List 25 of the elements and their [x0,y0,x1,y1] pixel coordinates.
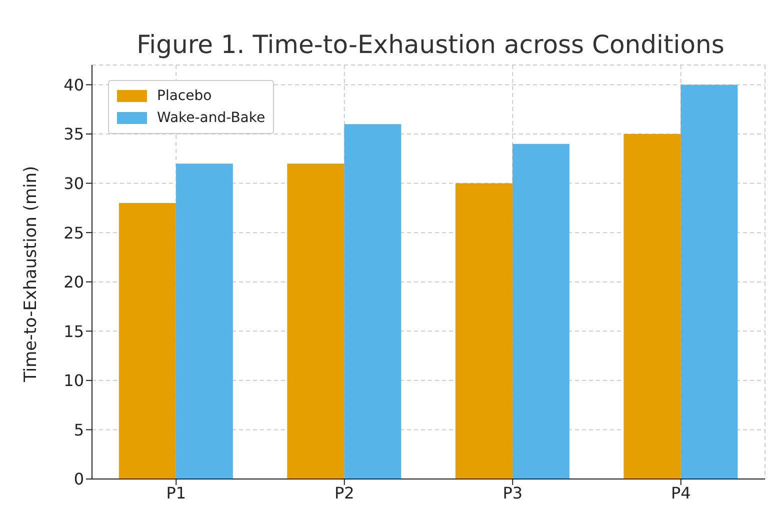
x-tick-label: P4 [670,483,691,502]
x-tick-label: P2 [334,483,354,502]
bar [680,84,738,479]
y-tick-label: 30 [64,174,84,193]
bar [287,164,344,479]
legend-label: Wake-and-Bake [157,109,266,128]
y-axis-title: Time-to-Exhaustion (min) [21,166,42,383]
y-tick-label: 40 [64,75,84,94]
y-tick-label: 25 [64,223,84,242]
y-tick-label: 5 [74,420,84,440]
chart-title: Figure 1. Time-to-Exhaustion across Conditions [136,30,726,59]
bar [512,144,570,479]
bar [118,203,176,479]
y-tick-label: 35 [64,124,84,144]
x-tick-label: P3 [502,483,523,502]
y-tick-label: 20 [64,272,84,292]
bar [455,183,512,479]
bar [176,164,233,479]
y-tick-label: 10 [64,371,84,390]
bar [624,134,681,479]
y-tick-label: 15 [64,322,84,341]
legend-label: Placebo [157,87,212,106]
x-tick-label: P1 [166,483,186,502]
bar [344,124,402,479]
y-tick-label: 0 [74,470,84,489]
